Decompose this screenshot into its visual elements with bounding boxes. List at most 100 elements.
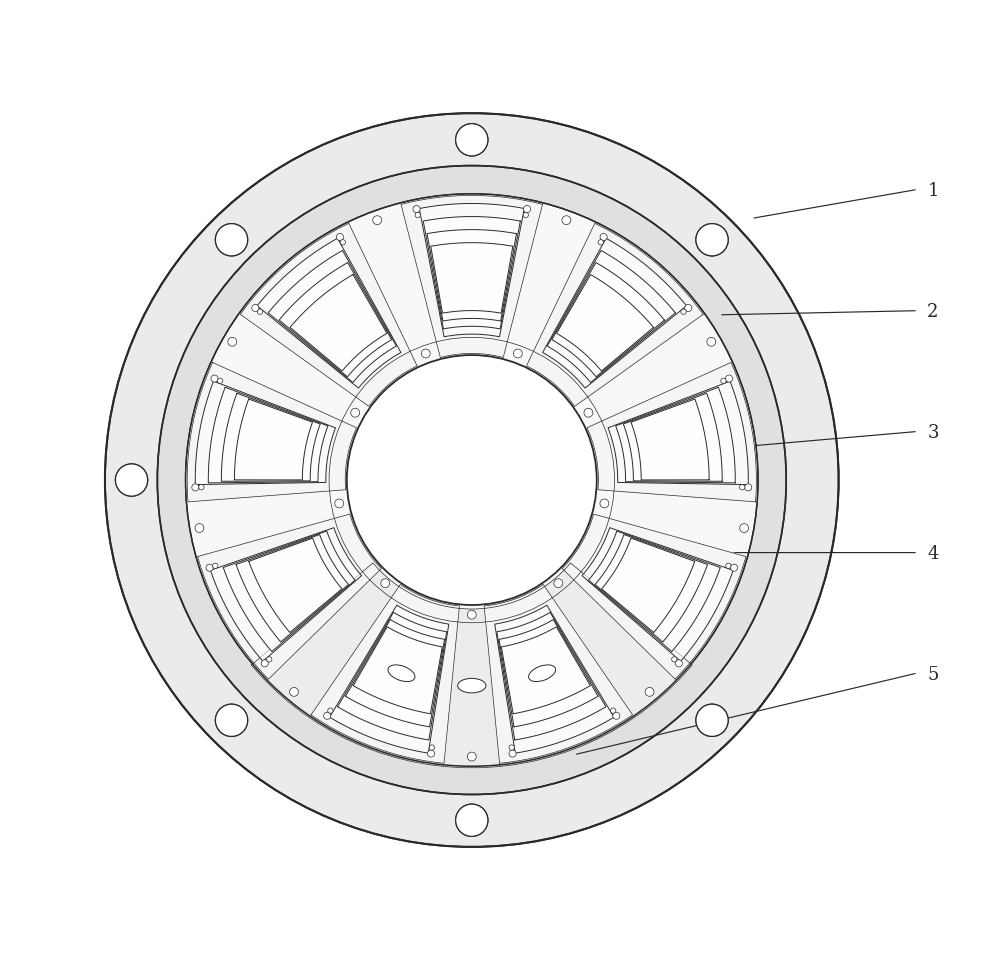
Polygon shape bbox=[608, 382, 748, 485]
Polygon shape bbox=[543, 239, 687, 389]
Polygon shape bbox=[251, 563, 692, 768]
Ellipse shape bbox=[529, 665, 556, 681]
Circle shape bbox=[598, 240, 603, 246]
Circle shape bbox=[725, 375, 733, 383]
Polygon shape bbox=[234, 399, 313, 480]
Circle shape bbox=[554, 579, 563, 588]
Circle shape bbox=[731, 564, 738, 572]
Circle shape bbox=[215, 224, 248, 256]
Circle shape bbox=[415, 213, 420, 218]
Circle shape bbox=[696, 704, 728, 737]
Polygon shape bbox=[595, 535, 708, 642]
Circle shape bbox=[509, 750, 516, 758]
Circle shape bbox=[328, 708, 333, 714]
Circle shape bbox=[373, 216, 382, 225]
Circle shape bbox=[513, 350, 522, 358]
Circle shape bbox=[199, 485, 204, 491]
Circle shape bbox=[721, 378, 726, 384]
Polygon shape bbox=[330, 605, 449, 753]
Polygon shape bbox=[499, 619, 598, 727]
Circle shape bbox=[672, 657, 677, 662]
Polygon shape bbox=[484, 585, 633, 763]
Polygon shape bbox=[221, 394, 320, 482]
Circle shape bbox=[675, 660, 682, 667]
Text: 2: 2 bbox=[927, 302, 939, 320]
Polygon shape bbox=[423, 217, 520, 330]
Polygon shape bbox=[208, 388, 328, 483]
Circle shape bbox=[523, 213, 528, 218]
Ellipse shape bbox=[388, 665, 415, 681]
Circle shape bbox=[324, 713, 331, 720]
Polygon shape bbox=[427, 231, 517, 322]
Circle shape bbox=[427, 750, 435, 758]
Polygon shape bbox=[311, 585, 459, 763]
Circle shape bbox=[613, 713, 620, 720]
Polygon shape bbox=[419, 204, 524, 337]
Circle shape bbox=[261, 660, 268, 667]
Polygon shape bbox=[501, 627, 590, 714]
Polygon shape bbox=[552, 263, 664, 377]
Circle shape bbox=[213, 563, 218, 569]
Polygon shape bbox=[623, 394, 722, 482]
Circle shape bbox=[726, 563, 731, 569]
Circle shape bbox=[206, 564, 213, 572]
Circle shape bbox=[681, 310, 686, 315]
Polygon shape bbox=[589, 532, 720, 652]
Circle shape bbox=[257, 310, 263, 315]
Circle shape bbox=[215, 704, 248, 737]
Polygon shape bbox=[431, 243, 513, 314]
Circle shape bbox=[215, 224, 248, 256]
Circle shape bbox=[351, 409, 360, 417]
Circle shape bbox=[215, 704, 248, 737]
Circle shape bbox=[267, 657, 272, 662]
Polygon shape bbox=[240, 224, 417, 407]
Polygon shape bbox=[338, 613, 447, 740]
Circle shape bbox=[740, 524, 749, 533]
Circle shape bbox=[115, 464, 148, 497]
Polygon shape bbox=[187, 363, 357, 502]
Circle shape bbox=[562, 216, 571, 225]
Circle shape bbox=[347, 355, 597, 605]
Circle shape bbox=[336, 234, 343, 241]
Circle shape bbox=[228, 338, 237, 347]
Circle shape bbox=[696, 224, 728, 256]
Circle shape bbox=[523, 206, 531, 213]
Circle shape bbox=[600, 499, 609, 508]
Circle shape bbox=[157, 167, 786, 795]
Polygon shape bbox=[290, 275, 387, 372]
Circle shape bbox=[456, 125, 488, 156]
Circle shape bbox=[429, 745, 435, 750]
Text: 3: 3 bbox=[927, 423, 939, 441]
Circle shape bbox=[696, 224, 728, 256]
Circle shape bbox=[186, 194, 758, 766]
Polygon shape bbox=[616, 388, 735, 483]
Text: 4: 4 bbox=[927, 544, 939, 562]
Circle shape bbox=[456, 125, 488, 156]
Polygon shape bbox=[268, 252, 396, 383]
Polygon shape bbox=[557, 275, 653, 372]
Polygon shape bbox=[497, 613, 606, 740]
Circle shape bbox=[685, 305, 692, 313]
Polygon shape bbox=[495, 605, 614, 753]
Circle shape bbox=[707, 338, 716, 347]
Text: 5: 5 bbox=[927, 665, 939, 682]
Polygon shape bbox=[582, 528, 733, 661]
Polygon shape bbox=[257, 239, 401, 389]
Circle shape bbox=[745, 484, 752, 492]
Circle shape bbox=[290, 688, 298, 697]
Circle shape bbox=[192, 484, 199, 492]
Circle shape bbox=[467, 611, 476, 619]
Polygon shape bbox=[547, 252, 675, 383]
Circle shape bbox=[217, 378, 223, 384]
Polygon shape bbox=[526, 224, 703, 407]
Circle shape bbox=[195, 524, 204, 533]
Circle shape bbox=[467, 752, 476, 761]
Circle shape bbox=[456, 804, 488, 837]
Polygon shape bbox=[279, 263, 392, 377]
Polygon shape bbox=[562, 515, 746, 679]
Text: 1: 1 bbox=[927, 182, 939, 199]
Circle shape bbox=[211, 375, 218, 383]
Polygon shape bbox=[236, 535, 349, 642]
Circle shape bbox=[611, 708, 616, 714]
Circle shape bbox=[115, 464, 148, 497]
